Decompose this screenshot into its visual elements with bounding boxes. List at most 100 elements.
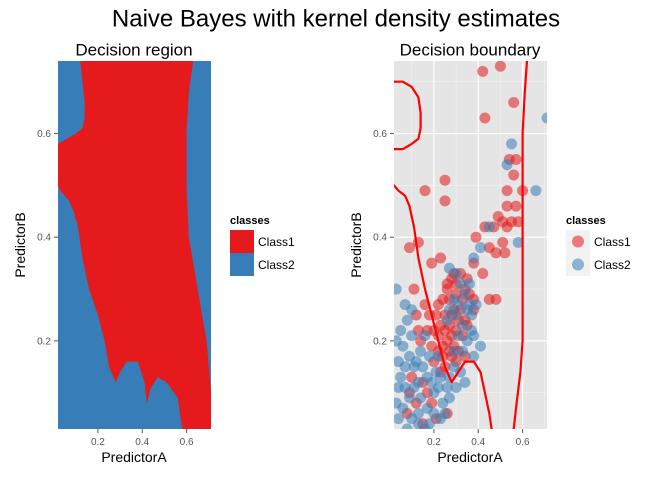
point-class1	[499, 247, 511, 259]
point-class2	[401, 314, 413, 326]
boundary-curve	[512, 61, 529, 429]
point-class1	[508, 169, 520, 181]
point-class1	[510, 154, 522, 165]
point-class2	[395, 371, 407, 383]
point-class1	[501, 185, 513, 197]
point-class2	[468, 252, 480, 264]
panel-title-boundary: Decision boundary	[400, 40, 541, 59]
point-class2	[415, 345, 427, 357]
x-tick-label: 0.2	[427, 437, 441, 448]
point-class2	[443, 392, 455, 404]
region-x-axis-label: PredictorA	[101, 449, 167, 465]
class1-region	[58, 61, 211, 429]
point-class2	[501, 159, 513, 171]
point-class2	[461, 335, 473, 347]
point-class1	[470, 231, 482, 243]
point-class1	[479, 112, 491, 124]
point-class2	[468, 350, 480, 362]
point-class1	[426, 257, 438, 269]
region-legend-swatch-class1	[230, 230, 254, 253]
region-legend-title: classes	[230, 215, 270, 227]
point-class1	[439, 174, 451, 186]
boundary-legend-label-class1: Class1	[594, 235, 631, 249]
point-class2	[394, 413, 404, 425]
point-class2	[475, 340, 486, 352]
point-class2	[401, 423, 413, 429]
y-tick-label: 0.4	[37, 233, 51, 244]
point-class1	[477, 65, 489, 77]
y-tick-label: 0.2	[373, 336, 387, 347]
point-class1	[497, 236, 509, 248]
point-class2	[419, 330, 431, 342]
point-class1	[408, 283, 420, 295]
point-class2	[408, 361, 420, 373]
point-class2	[450, 382, 462, 393]
point-class2	[475, 242, 486, 254]
point-class2	[541, 112, 547, 124]
point-class2	[452, 330, 464, 342]
region-class1	[58, 61, 211, 429]
point-class2	[450, 268, 462, 279]
boundary-legend-point-class2	[572, 258, 584, 271]
region-legend-label-class2: Class2	[258, 258, 295, 272]
point-class1	[435, 252, 447, 264]
point-class2	[394, 356, 404, 368]
y-tick-label: 0.2	[37, 336, 51, 347]
point-class2	[463, 278, 475, 290]
point-class2	[394, 397, 402, 409]
boundary-legend-label-class2: Class2	[594, 258, 631, 272]
y-tick-label: 0.4	[373, 233, 387, 244]
decision-region-panel: Decision region 0.2 0.4 0.6 0.2 0.4 0.6 Predi…	[12, 40, 211, 465]
boundary-legend-point-class1	[572, 235, 584, 248]
point-class2	[428, 387, 440, 399]
point-class2	[459, 288, 471, 300]
point-class2	[428, 408, 440, 419]
point-class2	[404, 392, 415, 404]
y-tick-label: 0.6	[37, 129, 51, 140]
point-class2	[399, 382, 411, 393]
x-tick-label: 0.6	[180, 437, 194, 448]
boundary-legend-title: classes	[566, 215, 606, 227]
region-legend-swatch-class2	[230, 253, 254, 276]
boundary-curve	[394, 184, 493, 429]
boundary-x-axis-label: PredictorA	[437, 449, 503, 465]
scatter-points	[394, 61, 547, 429]
point-class1	[501, 221, 513, 233]
point-class2	[441, 314, 453, 326]
point-class2	[404, 350, 415, 362]
point-class2	[506, 138, 517, 150]
point-class2	[439, 408, 451, 419]
boundary-curve	[394, 80, 422, 151]
point-class2	[448, 345, 460, 357]
x-tick-label: 0.4	[471, 437, 485, 448]
figure-title: Naive Bayes with kernel density estimate…	[112, 5, 560, 32]
point-class2	[412, 376, 424, 388]
point-class1	[483, 242, 495, 254]
x-tick-label: 0.6	[516, 437, 530, 448]
point-class2	[530, 185, 542, 197]
point-class1	[477, 268, 489, 279]
point-class2	[424, 350, 435, 362]
point-class1	[494, 61, 506, 72]
region-legend: classes Class1 Class2	[230, 215, 295, 276]
point-class2	[406, 330, 418, 342]
boundary-y-axis-label: PredictorB	[348, 212, 364, 277]
point-class2	[441, 382, 453, 393]
region-axis-ticks: 0.2 0.4 0.6 0.2 0.4 0.6	[37, 129, 194, 448]
y-tick-label: 0.6	[373, 129, 387, 140]
point-class1	[441, 278, 453, 290]
point-class2	[452, 299, 464, 311]
point-class1	[432, 299, 444, 311]
point-class2	[450, 309, 462, 321]
boundary-axis-ticks: 0.2 0.4 0.6 0.2 0.4 0.6	[373, 129, 530, 448]
point-class2	[512, 236, 524, 248]
region-y-axis-label: PredictorB	[12, 212, 28, 277]
point-class1	[501, 200, 513, 212]
point-class2	[466, 309, 478, 321]
panel-title-region: Decision region	[75, 40, 192, 59]
point-class2	[430, 366, 442, 378]
point-class1	[508, 97, 520, 108]
point-class2	[457, 319, 469, 331]
point-class1	[490, 293, 502, 305]
point-class2	[459, 376, 471, 388]
